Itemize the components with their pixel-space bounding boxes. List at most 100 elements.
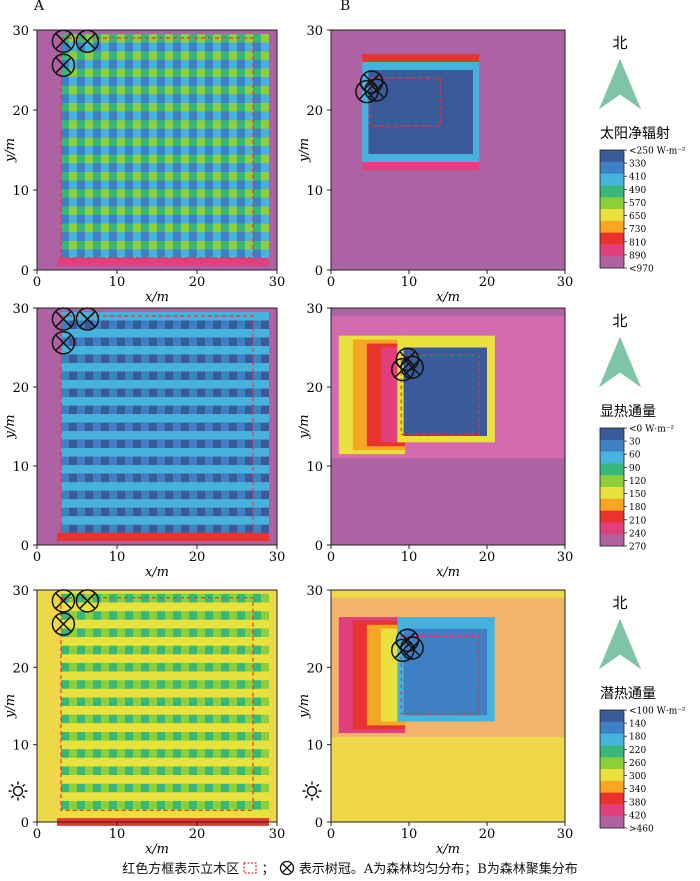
heatmap-cell — [221, 42, 229, 52]
heatmap-cell — [181, 154, 189, 164]
x-tick-label: 30 — [269, 550, 286, 565]
heatmap-cell — [133, 120, 141, 129]
heatmap-cell — [133, 223, 141, 233]
heatmap-cell — [205, 94, 213, 103]
heatmap-cell — [237, 146, 245, 155]
heatmap-cell — [117, 422, 125, 432]
heatmap-cell — [93, 206, 101, 215]
heatmap-cell — [173, 197, 181, 207]
heatmap-cell — [221, 240, 229, 250]
heatmap-cell — [109, 680, 117, 689]
heatmap-cell — [197, 328, 205, 338]
heatmap-cell — [261, 800, 269, 810]
heatmap-cell — [125, 688, 133, 698]
x-tick-label: 10 — [109, 827, 126, 842]
heatmap-cell — [253, 800, 261, 810]
heatmap-cell — [149, 490, 157, 500]
heatmap-cell — [245, 490, 253, 500]
heatmap-cell — [229, 602, 237, 612]
heatmap-cell — [197, 362, 205, 372]
heatmap-cell — [253, 783, 261, 793]
heatmap-cell — [165, 749, 173, 758]
heatmap-cell — [149, 388, 157, 398]
heatmap-cell — [93, 197, 101, 207]
heatmap-cell — [237, 77, 245, 86]
heatmap-cell — [261, 68, 269, 78]
heatmap-cell — [229, 516, 237, 525]
heatmap-cell — [261, 516, 269, 525]
heatmap-cell — [245, 85, 253, 95]
x-axis-label: x/m — [436, 565, 460, 580]
heatmap-cell — [69, 619, 77, 629]
heatmap-cell — [117, 94, 125, 103]
heatmap-cell — [181, 628, 189, 637]
colorbar-label: 380 — [629, 798, 646, 808]
heatmap-cell — [229, 507, 237, 517]
heatmap-cell — [237, 499, 245, 508]
heatmap-cell — [229, 456, 237, 466]
heatmap-cell — [125, 757, 133, 767]
heatmap-cell — [101, 465, 109, 474]
heatmap-cell — [141, 171, 149, 181]
heatmap-cell — [109, 431, 117, 440]
heatmap-cell — [69, 120, 77, 129]
heatmap-cell — [181, 680, 189, 689]
heatmap-cell — [93, 337, 101, 346]
heatmap-cell — [149, 800, 157, 810]
heatmap-cell — [125, 128, 133, 138]
heatmap-cell — [221, 77, 229, 86]
heatmap-cell — [245, 197, 253, 207]
heatmap-cell — [133, 602, 141, 612]
heatmap-cell — [69, 249, 77, 258]
heatmap-cell — [245, 354, 253, 363]
heatmap-cell — [165, 120, 173, 129]
heatmap-cell — [253, 94, 261, 103]
heatmap-cell — [237, 766, 245, 776]
heatmap-cell — [141, 448, 149, 457]
heatmap-cell — [69, 507, 77, 517]
heatmap-cell — [101, 792, 109, 801]
heatmap-cell — [197, 240, 205, 250]
heatmap-cell — [213, 706, 221, 715]
heatmap-cell — [165, 688, 173, 698]
heatmap-cell — [205, 345, 213, 355]
heatmap-cell — [117, 128, 125, 138]
heatmap-cell — [133, 51, 141, 60]
heatmap-cell — [245, 189, 253, 198]
heatmap-cell — [189, 775, 197, 784]
heatmap-cell — [213, 249, 221, 258]
heatmap-cell — [253, 371, 261, 381]
heatmap-cell — [181, 775, 189, 784]
heatmap-cell — [157, 723, 165, 732]
heatmap-cell — [93, 490, 101, 500]
heatmap-cell — [245, 628, 253, 637]
heatmap-cell — [141, 154, 149, 164]
heatmap-cell — [61, 354, 69, 363]
heatmap-cell — [149, 507, 157, 517]
heatmap-cell — [229, 645, 237, 655]
y-axis-label: y/m — [3, 694, 18, 719]
heatmap-cell — [101, 405, 109, 415]
heatmap-cell — [149, 465, 157, 474]
heatmap-cell — [133, 102, 141, 112]
heatmap-cell — [261, 197, 269, 207]
heatmap-cell — [101, 371, 109, 381]
heatmap-cell — [253, 414, 261, 423]
heatmap-cell — [197, 680, 205, 689]
heatmap-cell — [173, 214, 181, 224]
heatmap-cell — [85, 507, 93, 517]
heatmap-cell — [173, 757, 181, 767]
heatmap-cell — [221, 431, 229, 440]
heatmap-cell — [109, 516, 117, 525]
heatmap-cell — [205, 611, 213, 620]
heatmap-cell — [85, 680, 93, 689]
heatmap-cell — [69, 680, 77, 689]
heatmap-cell — [125, 223, 133, 233]
heatmap-cell — [101, 714, 109, 724]
heatmap-cell — [229, 636, 237, 646]
heatmap-cell — [125, 671, 133, 681]
heatmap-cell — [141, 345, 149, 355]
heatmap-cell — [141, 77, 149, 86]
heatmap-cell — [213, 163, 221, 172]
